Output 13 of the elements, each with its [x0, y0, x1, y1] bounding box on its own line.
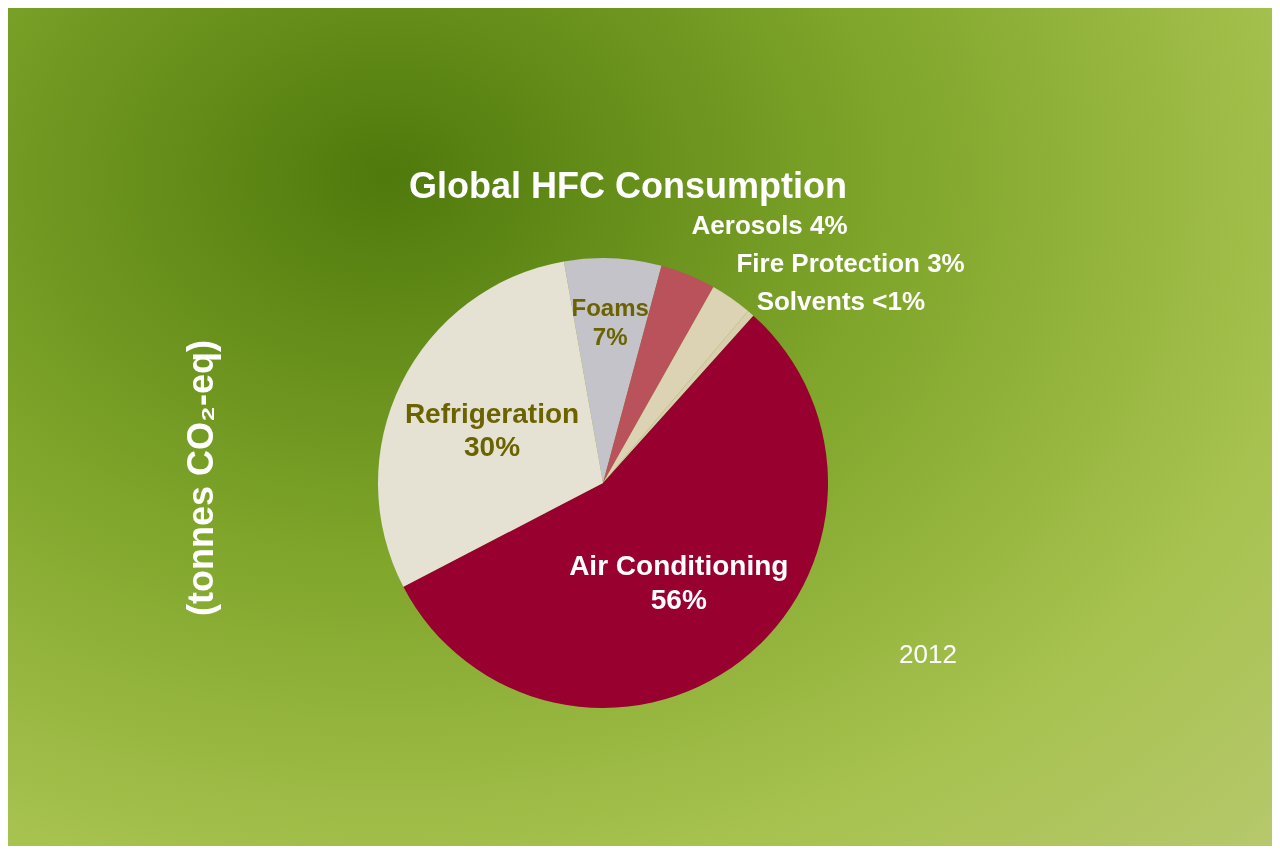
text: 2012 [899, 639, 957, 669]
data-label: 7% [592, 323, 628, 351]
text: (tonnes CO₂-eq) [180, 340, 221, 616]
data-label: 56% [650, 583, 707, 615]
slice-label: Refrigeration [404, 397, 580, 429]
data-label: 30% [464, 431, 521, 463]
slice-label: Fire Protection 3% [736, 247, 965, 278]
pie-slice [403, 315, 828, 708]
slice-label: Aerosols 4% [691, 209, 848, 240]
chart-title: Global HFC Consumption [409, 165, 847, 206]
slice-label: Solvents <1% [756, 285, 926, 316]
slice-label: Foams [571, 294, 649, 322]
slice-label: Air Conditioning [569, 550, 789, 582]
